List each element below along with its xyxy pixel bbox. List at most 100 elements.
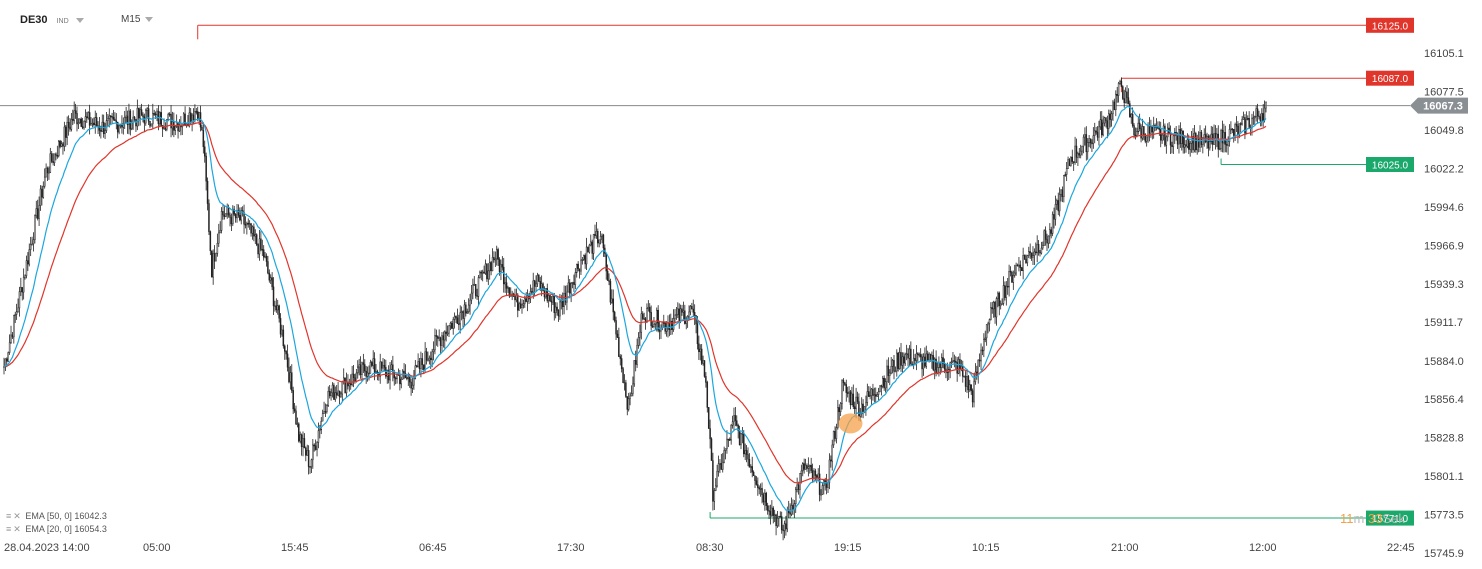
y-tick-label: 15939.3 — [1424, 279, 1464, 291]
candle — [86, 116, 88, 119]
candle — [1028, 251, 1030, 256]
candle — [276, 305, 279, 311]
candle — [860, 403, 863, 415]
candle — [20, 287, 22, 292]
candle — [752, 471, 755, 477]
indicator-ema20[interactable]: ≡ ✕ EMA [20, 0] 16054.3 — [6, 524, 107, 535]
candle — [841, 380, 843, 404]
candle — [602, 234, 605, 249]
candle — [1072, 161, 1075, 163]
level-tag-16087.0[interactable] — [1366, 70, 1414, 86]
candle — [626, 396, 629, 410]
candle — [330, 392, 332, 397]
candle — [445, 331, 447, 334]
close-icon[interactable]: ✕ — [13, 524, 21, 534]
chevron-down-icon[interactable] — [75, 17, 84, 23]
candle — [984, 337, 986, 340]
candle — [542, 283, 544, 292]
current-price-tag[interactable] — [1410, 97, 1468, 114]
candle — [348, 383, 351, 387]
level-tag-16025.0[interactable] — [1366, 156, 1414, 172]
candle — [764, 492, 766, 503]
candle — [42, 186, 45, 198]
candle — [459, 312, 461, 325]
candle — [239, 215, 241, 221]
level-tag-15771.0[interactable] — [1366, 510, 1414, 526]
candle — [780, 516, 783, 531]
candle — [444, 331, 446, 341]
candle — [307, 450, 310, 467]
candle — [441, 335, 443, 346]
menu-icon[interactable]: ≡ — [6, 524, 12, 534]
close-icon[interactable]: ✕ — [13, 511, 21, 521]
candle — [606, 270, 609, 281]
menu-icon[interactable]: ≡ — [6, 511, 12, 521]
candle — [104, 130, 106, 134]
level-tag-16125.0[interactable] — [1366, 17, 1414, 33]
candle — [769, 510, 772, 516]
candle — [671, 320, 673, 330]
candle — [462, 311, 464, 319]
candle — [646, 308, 648, 323]
y-tick-label: 16049.8 — [1424, 125, 1464, 137]
candle — [466, 311, 468, 314]
chevron-down-icon[interactable] — [145, 16, 154, 22]
candle — [1181, 130, 1183, 144]
candle — [1242, 117, 1245, 120]
candle — [222, 211, 224, 216]
candle — [990, 307, 992, 320]
candle — [842, 380, 845, 384]
candle — [32, 239, 35, 245]
candle — [521, 304, 523, 308]
candle — [971, 390, 974, 403]
candle — [469, 299, 471, 306]
indicator-ema50[interactable]: ≡ ✕ EMA [50, 0] 16042.3 — [6, 511, 107, 522]
candle — [813, 470, 815, 479]
candle — [876, 394, 878, 397]
candle — [608, 280, 610, 282]
candle — [98, 126, 101, 131]
candle — [627, 398, 630, 410]
candle — [1151, 126, 1154, 133]
ema-50-line[interactable] — [3, 121, 1267, 484]
candle — [590, 241, 592, 246]
candle — [156, 110, 158, 116]
candle — [1008, 271, 1010, 288]
candle — [167, 113, 169, 120]
symbol-label[interactable]: DE30 — [20, 14, 48, 26]
candle — [1043, 230, 1045, 246]
candle — [574, 272, 577, 285]
candle — [1085, 134, 1088, 153]
candle — [67, 121, 70, 128]
candle — [870, 388, 873, 396]
candle — [1176, 134, 1179, 145]
candle — [987, 323, 989, 326]
timeframe-selector[interactable]: M15 — [121, 14, 141, 25]
candle — [1106, 120, 1109, 129]
candle — [257, 244, 259, 255]
candle — [859, 413, 862, 417]
candle — [900, 352, 902, 366]
candle — [1099, 119, 1102, 128]
candle — [834, 430, 836, 439]
candle — [743, 433, 745, 455]
candle — [495, 249, 498, 260]
candle — [94, 117, 96, 126]
candle — [390, 364, 393, 370]
candle — [684, 310, 686, 324]
candle — [486, 263, 488, 280]
candle — [929, 353, 932, 361]
candle — [585, 246, 588, 265]
candle — [679, 308, 682, 321]
candle — [138, 107, 140, 119]
candle — [1164, 125, 1166, 146]
ema-20-line[interactable] — [3, 105, 1267, 512]
candle — [302, 438, 304, 447]
candle — [1130, 113, 1132, 118]
candle — [594, 234, 596, 236]
candle — [533, 280, 536, 287]
candle — [1032, 255, 1034, 258]
candle — [220, 211, 223, 231]
